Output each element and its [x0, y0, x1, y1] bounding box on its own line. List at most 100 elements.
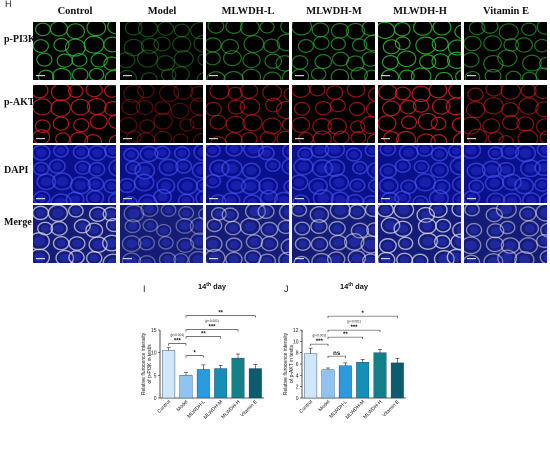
micrograph-p-akt-control: [33, 85, 116, 143]
chart-title: 14th day: [340, 282, 369, 291]
micrograph-p-pi3k-vitamin-e: [464, 22, 547, 80]
column-header-mlwdh-l: MLWDH-L: [221, 6, 275, 17]
y-tick-label: 6: [296, 362, 299, 368]
y-tick-label: 10: [151, 351, 157, 357]
panel-label-h: H: [5, 0, 12, 9]
y-tick-label: 0: [296, 396, 299, 402]
micrograph-dapi-vitamin-e: [464, 145, 547, 203]
bar-mlwdh-l: [196, 369, 210, 399]
y-tick-label: 0: [154, 396, 157, 402]
micrograph-dapi-mlwdh-h: [378, 145, 461, 203]
bar-mlwdh-m: [214, 368, 228, 399]
bar-mlwdh-h: [231, 357, 245, 399]
column-header-mlwdh-h: MLWDH-H: [393, 6, 447, 17]
bar-mlwdh-m: [356, 362, 370, 399]
significance-bracket: [185, 355, 204, 358]
micrograph-dapi-mlwdh-m: [292, 145, 375, 203]
micrograph-merge-mlwdh-m: [292, 205, 375, 263]
y-tick-label: 15: [151, 328, 157, 334]
micrograph-merge-control: [33, 205, 116, 263]
row-header-p-pi3k: p-PI3K: [4, 34, 36, 45]
significance-label: (p<0.001): [170, 333, 184, 337]
bar-control: [304, 353, 318, 399]
micrograph-merge-mlwdh-l: [206, 205, 289, 263]
significance-label: *: [193, 351, 196, 357]
error-bar-mlwdh-l: [201, 364, 206, 370]
micrograph-p-pi3k-mlwdh-h: [378, 22, 461, 80]
micrograph-p-akt-mlwdh-m: [292, 85, 375, 143]
error-bar-vitamin-e: [253, 364, 258, 369]
micrograph-dapi-control: [33, 145, 116, 203]
significance-label: **: [343, 332, 348, 338]
bar-model: [321, 369, 335, 399]
row-header-dapi: DAPI: [4, 165, 29, 176]
bar-vitamin-e: [248, 368, 262, 399]
bar-mlwdh-h: [373, 352, 387, 399]
significance-label: (p<0.001): [205, 319, 219, 323]
y-tick-label: 2: [296, 385, 299, 391]
x-tick-label: Model: [176, 399, 190, 413]
micrograph-merge-model: [120, 205, 203, 263]
significance-bracket: [327, 329, 381, 333]
x-tick-label: Vitamin E: [381, 399, 401, 419]
error-bar-mlwdh-m: [218, 365, 223, 369]
significance-bracket: [185, 315, 256, 318]
significance-bracket: [327, 355, 346, 359]
significance-bracket: [327, 315, 398, 319]
significance-bracket: [185, 336, 221, 339]
y-tick-label: 12: [293, 328, 299, 334]
micrograph-p-akt-model: [120, 85, 203, 143]
significance-label: (p<0.001): [312, 334, 326, 338]
y-tick-label: 4: [296, 373, 299, 379]
y-tick-label: 5: [154, 373, 157, 379]
micrograph-p-akt-mlwdh-h: [378, 85, 461, 143]
y-axis-label: Relative flurocence intensityof p-PI3K i…: [141, 332, 153, 395]
significance-label: **: [201, 332, 206, 338]
bar-mlwdh-l: [338, 365, 352, 399]
significance-bracket: [168, 343, 187, 346]
error-bar-mlwdh-h: [378, 348, 382, 353]
significance-label: (p<0.001): [347, 320, 361, 324]
y-tick-label: 8: [296, 351, 299, 357]
error-bar-mlwdh-m: [360, 359, 365, 363]
row-header-merge: Merge: [4, 217, 32, 228]
panel-label-i: I: [143, 284, 146, 294]
x-tick-label: Control: [156, 399, 172, 415]
significance-label: *: [361, 311, 364, 317]
x-tick-label: Model: [318, 399, 332, 413]
error-bar-mlwdh-h: [236, 353, 240, 359]
bar-model: [179, 375, 193, 399]
significance-label: **: [218, 311, 223, 317]
x-tick-label: Control: [298, 399, 314, 415]
x-tick-label: MLWDH-H: [362, 399, 383, 420]
y-axis-label: Relative flurocence intensityof p-AKT in…: [283, 332, 295, 395]
chart-title: 14th day: [198, 282, 227, 291]
y-tick-label: 10: [293, 339, 299, 345]
bar-control: [162, 350, 176, 399]
micrograph-grid: Control Model MLWDH-L MLWDH-M MLWDH-H Vitamin…: [4, 6, 547, 263]
significance-bracket: [327, 336, 363, 340]
column-header-control: Control: [57, 6, 93, 17]
panel-label-j: J: [284, 284, 289, 294]
column-header-mlwdh-m: MLWDH-M: [306, 6, 362, 17]
error-bar-control: [166, 347, 171, 351]
micrograph-p-pi3k-control: [33, 22, 116, 80]
error-bar-control: [308, 347, 313, 354]
significance-bracket: [310, 343, 329, 347]
row-header-p-akt: p-AKT: [4, 97, 35, 108]
error-bar-model: [184, 372, 188, 376]
micrograph-dapi-mlwdh-l: [206, 145, 289, 203]
error-bar-vitamin-e: [395, 358, 400, 363]
micrograph-p-pi3k-mlwdh-m: [292, 22, 375, 80]
significance-label: ***: [208, 325, 216, 331]
error-bar-model: [326, 367, 330, 370]
micrograph-merge-mlwdh-h: [378, 205, 461, 263]
micrograph-p-akt-mlwdh-l: [206, 85, 289, 143]
micrograph-merge-vitamin-e: [464, 205, 547, 263]
micrograph-p-akt-vitamin-e: [464, 85, 547, 143]
micrograph-dapi-model: [120, 145, 203, 203]
bar-vitamin-e: [390, 362, 404, 399]
micrograph-p-pi3k-mlwdh-l: [206, 22, 289, 80]
